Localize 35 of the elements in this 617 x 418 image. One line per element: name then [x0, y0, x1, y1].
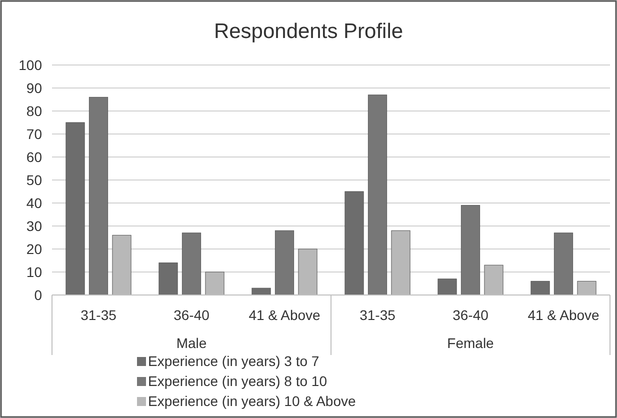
y-tick-label: 10	[26, 264, 42, 280]
text: Female	[447, 335, 494, 351]
bar	[66, 122, 85, 296]
y-tick-label: 50	[26, 172, 42, 188]
y-tick-label: 80	[26, 103, 42, 119]
y-tick-label: 70	[26, 126, 42, 142]
x-tick-label: 36-40	[174, 307, 210, 323]
x-tick-label: 41 & Above	[528, 307, 600, 323]
bar	[344, 191, 364, 296]
bar	[158, 262, 178, 296]
y-tick-label: 20	[26, 241, 42, 257]
legend-label: Experience (in years) 3 to 7	[148, 353, 320, 369]
y-tick-label: 30	[26, 218, 42, 234]
chart-title: Respondents Profile	[214, 20, 404, 43]
bar	[182, 232, 202, 296]
bar	[274, 230, 294, 296]
x-tick-label: 41 & Above	[248, 307, 321, 323]
legend-label: Experience (in years) 8 to 10	[148, 373, 328, 389]
text: Male	[176, 335, 207, 351]
x-tick-label: 31-35	[80, 307, 117, 323]
bar	[554, 232, 574, 296]
legend-label: Experience (in years) 10 & Above	[148, 393, 356, 409]
bar	[438, 278, 457, 296]
y-tick-label: 0	[34, 287, 42, 303]
bar	[88, 96, 108, 296]
bar	[368, 94, 388, 296]
x-tick-label: 36-40	[452, 307, 489, 323]
bar	[252, 288, 271, 296]
y-tick-label: 90	[26, 80, 42, 96]
y-tick-label: 40	[26, 195, 42, 211]
x-tick-label: 31-35	[360, 307, 396, 323]
y-tick-label: 60	[26, 149, 42, 165]
bar	[460, 205, 480, 296]
bar	[530, 280, 550, 296]
y-tick-label: 100	[18, 57, 42, 73]
